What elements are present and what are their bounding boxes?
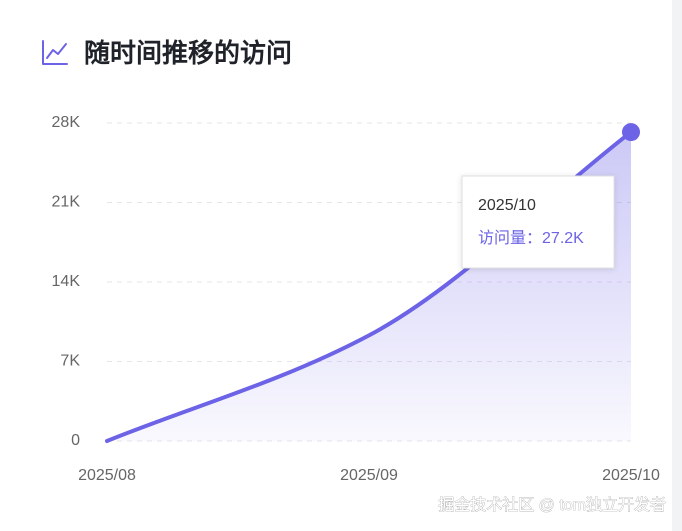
y-tick-label: 14K bbox=[52, 273, 81, 290]
y-tick-label: 28K bbox=[52, 114, 81, 131]
y-tick-label: 7K bbox=[60, 353, 80, 370]
tooltip-series-name: 访问量 bbox=[478, 229, 526, 247]
y-tick-label: 21K bbox=[52, 194, 81, 211]
tooltip-value: 访问量：27.2K bbox=[478, 229, 584, 247]
tooltip-category: 2025/10 bbox=[478, 197, 536, 214]
tooltip: 2025/10 访问量：27.2K bbox=[461, 175, 615, 269]
chart-title: 随时间推移的访问 bbox=[84, 38, 292, 68]
tooltip-box bbox=[461, 175, 615, 269]
point bbox=[622, 123, 640, 142]
tooltip-value-label: 27.2K bbox=[542, 230, 584, 247]
y-tick-label: 0 bbox=[71, 432, 80, 449]
tooltip-separator: ： bbox=[526, 230, 542, 247]
x-tick-label: 2025/10 bbox=[602, 467, 660, 484]
title-icon bbox=[42, 40, 68, 65]
x-tick-label: 2025/08 bbox=[78, 467, 136, 484]
watermark: 掘金技术社区 @ tom独立开发者 bbox=[438, 496, 666, 514]
area bbox=[107, 132, 631, 442]
x-tick-label: 2025/09 bbox=[340, 467, 398, 484]
